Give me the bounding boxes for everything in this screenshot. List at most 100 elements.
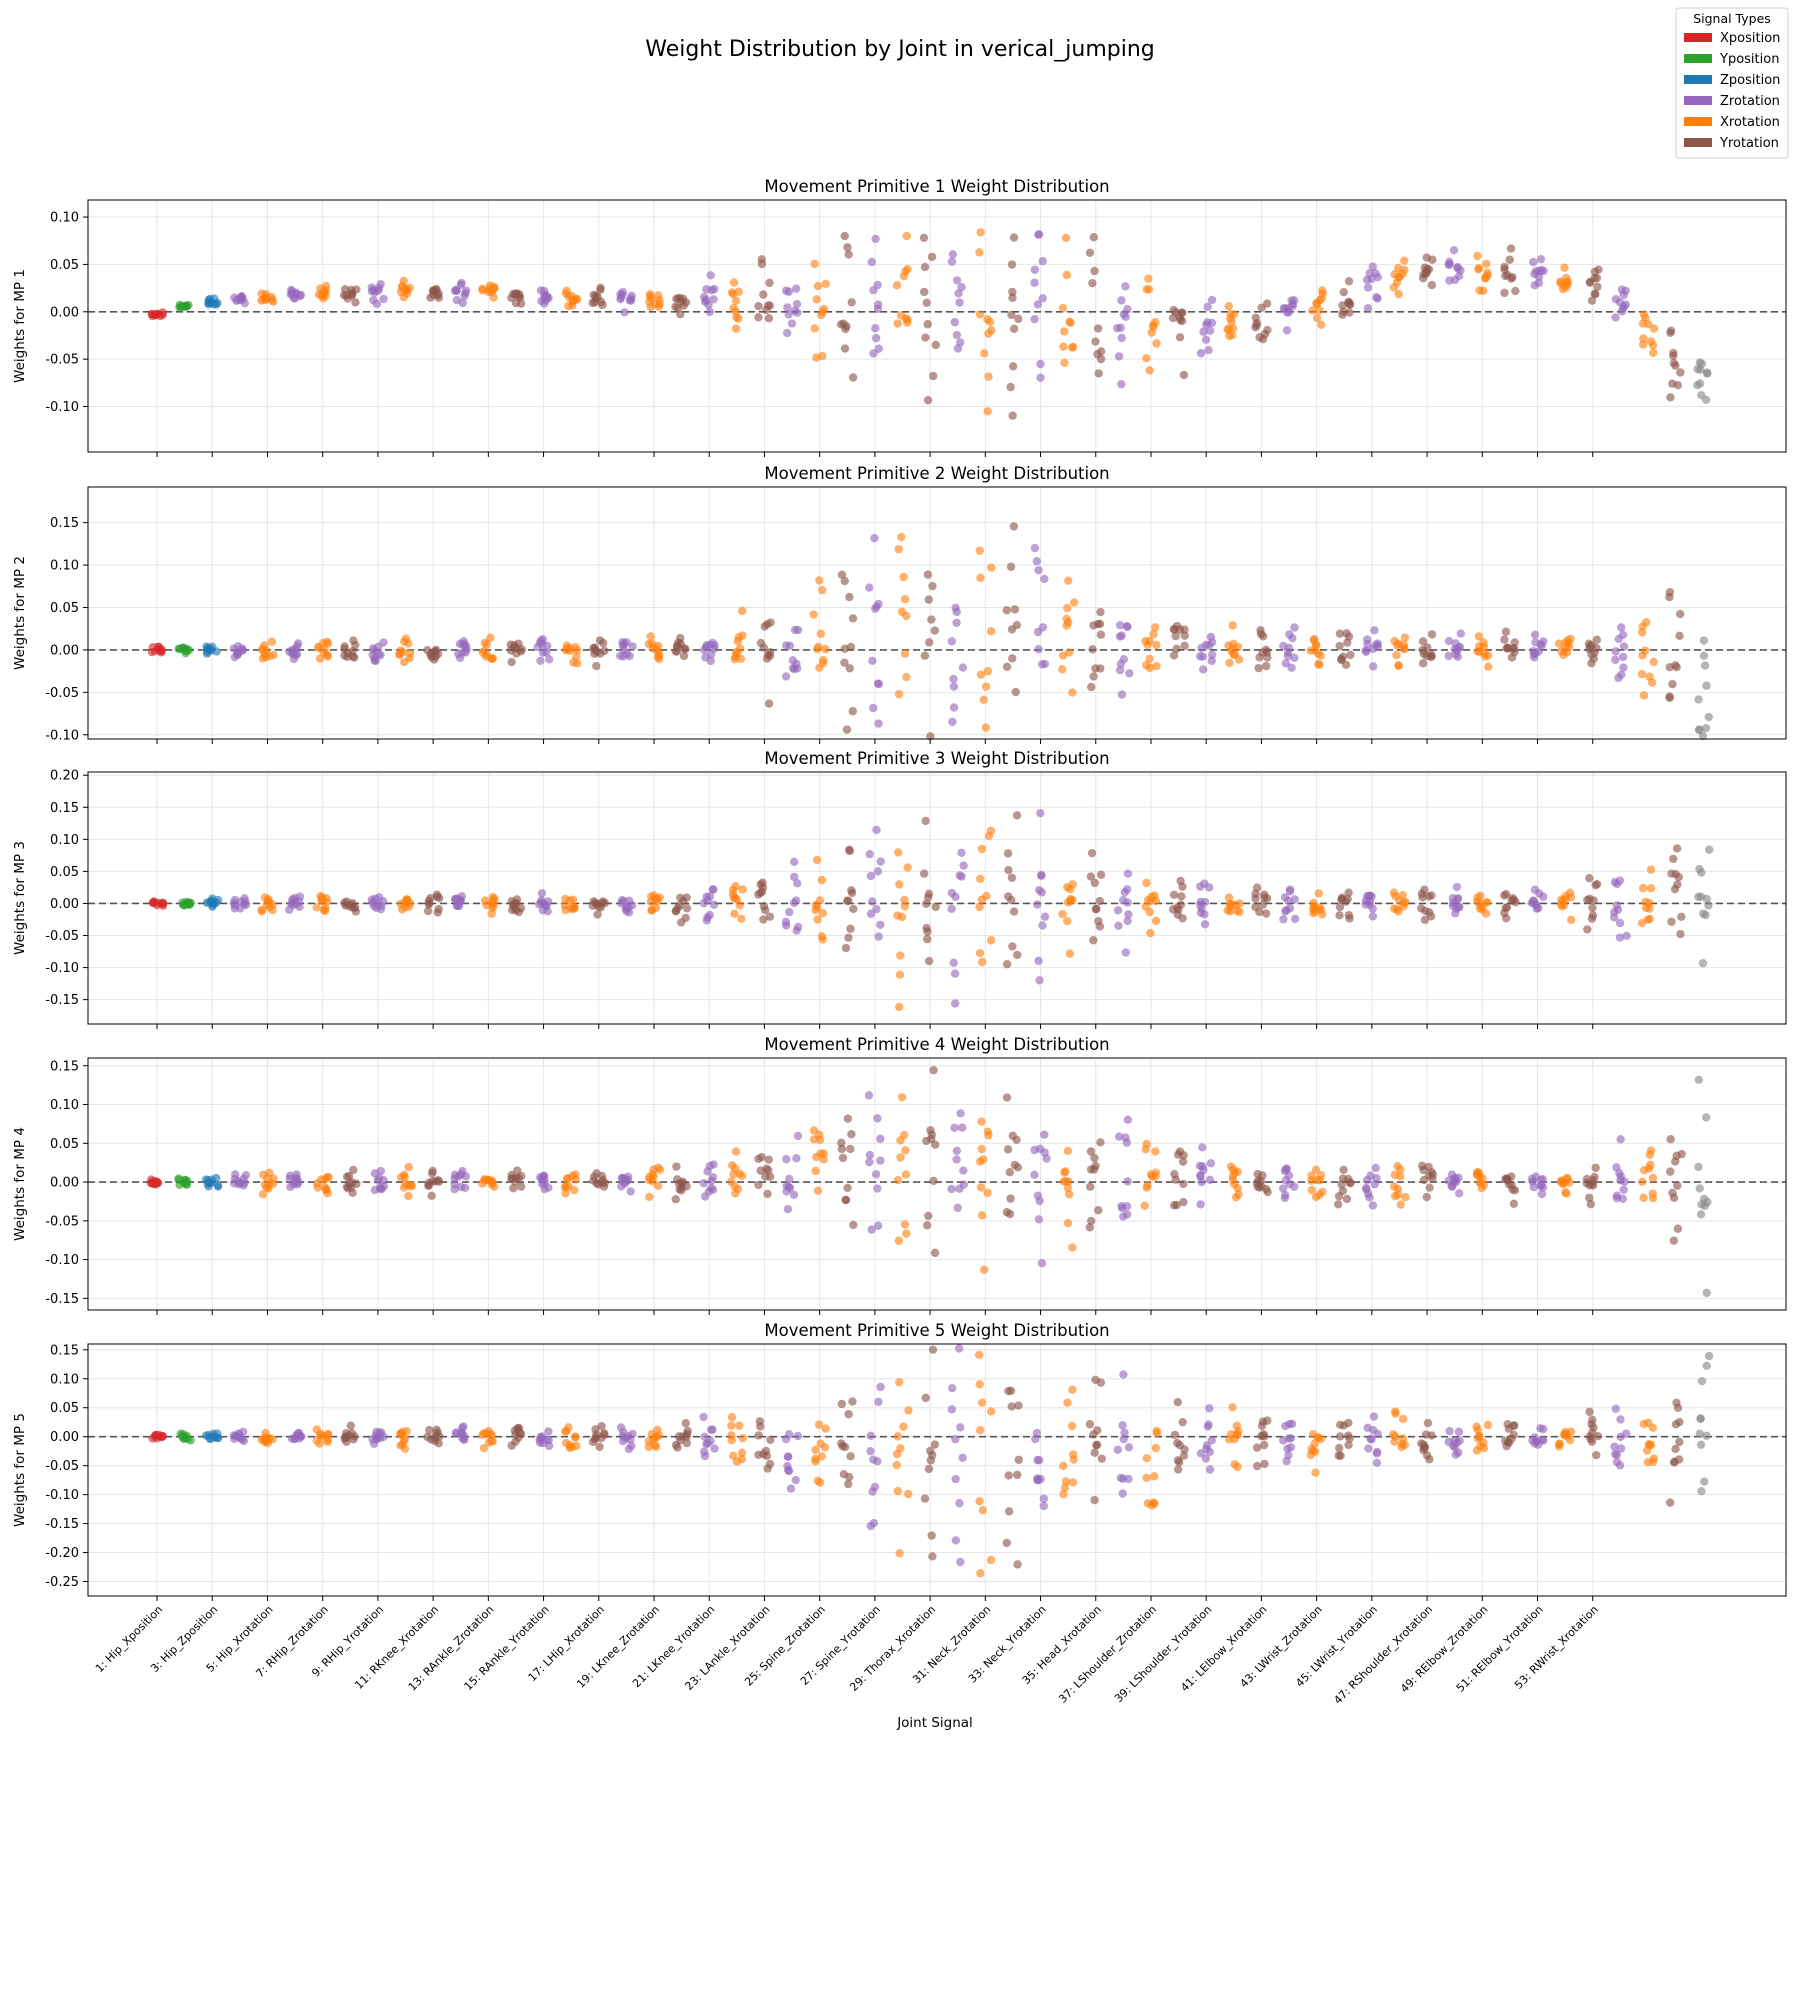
data-point [929,1066,938,1075]
scatter-points [148,808,1714,1012]
data-point [818,351,827,361]
data-point [1368,1201,1378,1210]
data-point [920,651,930,660]
data-point [1257,1431,1266,1441]
data-point [1170,1169,1179,1179]
data-point [699,1447,709,1456]
data-point [947,1405,957,1414]
data-point [1169,305,1178,315]
data-point [709,295,718,304]
data-point [1312,314,1322,323]
data-point [874,1397,883,1407]
data-point [1419,270,1428,279]
data-point [1177,892,1186,901]
data-point [1038,294,1047,303]
data-point [1251,902,1260,912]
data-point [1611,1404,1620,1413]
data-point [1062,916,1072,926]
data-point [1362,635,1372,644]
data-point [764,1166,773,1175]
data-point [731,1147,741,1156]
data-point [1671,1444,1680,1454]
data-point [812,855,822,865]
data-point [730,654,739,664]
data-point [901,314,911,323]
data-point [1501,889,1511,899]
data-point [812,295,821,304]
data-point [837,1144,847,1154]
data-point [1311,1192,1321,1202]
data-point [1004,1471,1013,1480]
data-point [813,644,822,654]
subplot-title: Movement Primitive 2 Weight Distribution [764,464,1109,483]
data-point [294,1429,304,1438]
data-point [700,1432,709,1442]
data-point [1205,326,1215,335]
data-point [1060,1483,1070,1492]
data-point [975,948,985,958]
data-point [1453,645,1463,654]
data-point [1254,663,1263,673]
data-point [1230,1168,1240,1178]
data-point [1085,248,1095,257]
data-point [376,279,385,289]
data-point [678,1177,688,1187]
data-point [1612,879,1622,889]
data-point [706,1184,716,1193]
data-point [1669,1458,1679,1467]
data-point [786,1484,796,1493]
data-point [1509,1430,1518,1440]
data-point [341,1432,350,1441]
data-point [1669,854,1678,864]
data-point [1338,1186,1348,1196]
data-point [646,632,655,641]
data-point [1030,265,1040,274]
data-point [978,1505,987,1515]
data-point [1346,1178,1355,1187]
data-point [425,1425,434,1435]
data-point [1199,327,1208,336]
data-point [1694,695,1703,704]
data-point [1392,278,1402,287]
data-point [1622,931,1631,941]
data-point [1676,368,1685,377]
data-point [876,857,885,866]
data-point [1646,884,1656,893]
data-point [435,893,444,903]
data-point [486,633,495,642]
data-point [977,1398,987,1407]
data-point [1279,641,1288,651]
data-point [1282,1164,1292,1173]
subplot-title: Movement Primitive 1 Weight Distribution [764,177,1109,196]
data-point [922,1221,932,1230]
data-point [1672,662,1681,672]
data-point [956,1423,965,1432]
data-point [955,1498,964,1508]
data-point [544,1427,553,1436]
data-point [901,1170,911,1179]
data-point [958,1453,967,1462]
data-point [894,1236,904,1245]
data-point [600,898,610,908]
data-point [1033,300,1043,309]
data-point [759,290,768,299]
data-point [1123,916,1132,926]
data-point [487,1180,497,1189]
data-point [1483,1420,1493,1430]
data-point [1362,275,1372,285]
data-point [203,1175,213,1185]
data-point [1175,625,1185,634]
data-point [1011,687,1020,697]
data-point [1201,335,1211,344]
data-point [764,699,774,708]
data-point [681,1418,690,1428]
data-point [700,1192,710,1201]
data-point [1699,1477,1709,1486]
data-point [1034,1215,1044,1224]
data-point [1588,911,1598,920]
data-point [458,648,467,657]
data-point [479,1444,489,1453]
data-point [710,1444,719,1453]
data-point [511,1437,520,1446]
data-point [1199,665,1208,674]
